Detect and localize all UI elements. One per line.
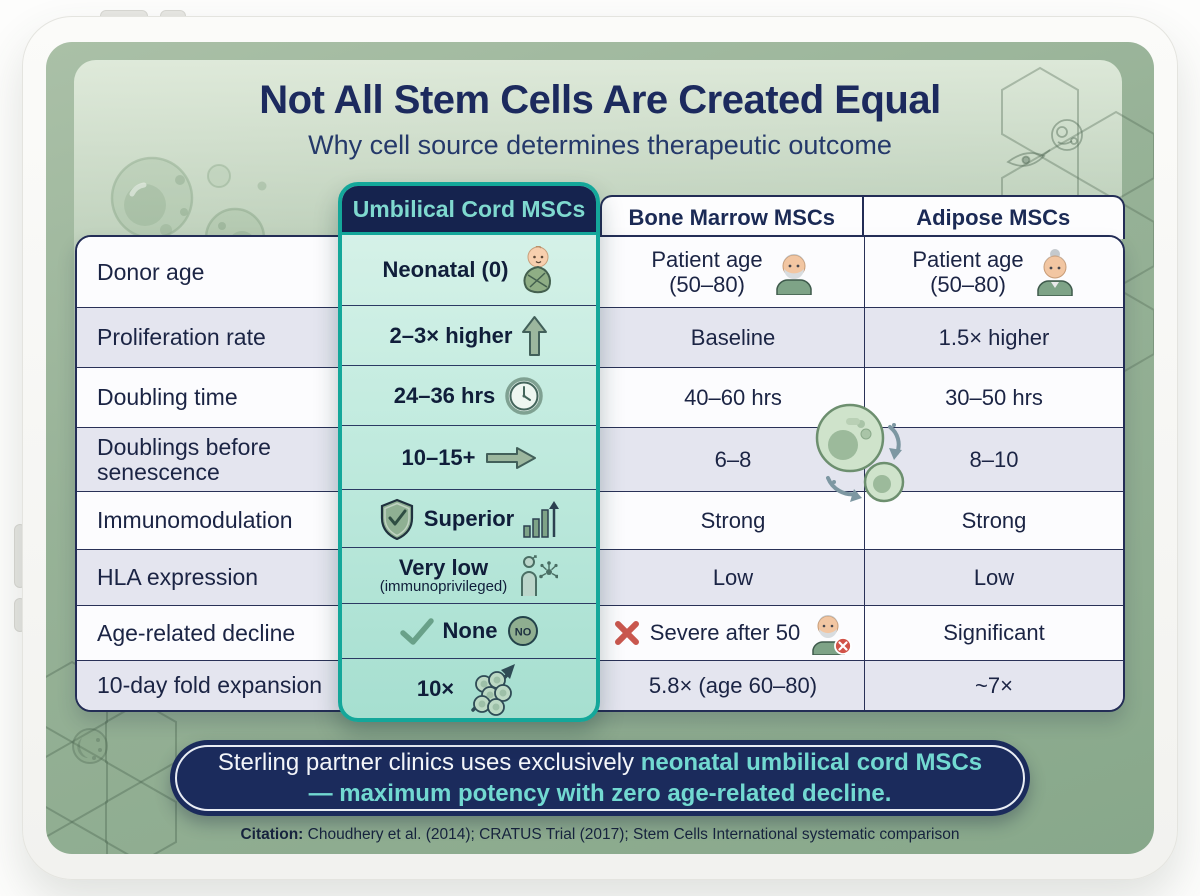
cell-ad-immunomodulation: Strong — [864, 492, 1123, 549]
page-title: Not All Stem Cells Are Created Equal — [259, 78, 941, 122]
shield-check-icon — [380, 498, 413, 540]
cell-uc-age-decline: None NO — [342, 603, 596, 658]
key-message-banner: Sterling partner clinics uses exclusivel… — [170, 740, 1030, 816]
cell-uc-doublings: 10–15+ — [342, 425, 596, 489]
elderly-man-x-icon — [812, 615, 853, 655]
column-header-adipose: Adipose MSCs — [861, 197, 1124, 239]
table-row-fold-expansion: 10-day fold expansion 5.8× (age 60–80) ~… — [77, 660, 1123, 710]
umbilical-cord-highlight-column: Umbilical Cord MSCs Neonatal (0) 2–3× hi… — [338, 182, 600, 722]
comparison-table: Donor age Patient age (50–80) Patient age… — [75, 235, 1125, 712]
dividing-cells-icon — [815, 403, 905, 503]
cell-bm-age-decline: Severe after 50 — [602, 606, 864, 660]
baby-icon — [523, 246, 552, 294]
row-label: 10-day fold expansion — [97, 672, 323, 699]
cell-ad-proliferation: 1.5× higher — [864, 308, 1123, 367]
cell-bm-immunomodulation: Strong — [700, 507, 766, 533]
check-mark-icon — [399, 617, 434, 645]
cell-ad-age-decline: Significant — [864, 606, 1123, 660]
table-header-band: Bone Marrow MSCs Adipose MSCs — [600, 195, 1125, 239]
page-subtitle: Why cell source determines therapeutic o… — [308, 130, 892, 160]
row-label: Age-related decline — [97, 619, 296, 646]
bar-chart-up-icon — [523, 500, 560, 538]
column-header-umbilical: Umbilical Cord MSCs — [342, 186, 596, 235]
citation-label: Citation: — [240, 826, 304, 843]
key-message-text: Sterling partner clinics uses exclusivel… — [175, 745, 1025, 811]
cell-bm-proliferation: Baseline — [690, 324, 776, 350]
cell-uc-fold-expansion: 10× — [342, 658, 596, 718]
arrow-right-icon — [485, 446, 536, 469]
table-row-hla: HLA expression Low Low — [77, 549, 1123, 605]
cell-ad-hla: Low — [864, 550, 1123, 605]
elderly-man-icon — [775, 254, 812, 295]
person-antigen-icon — [521, 554, 559, 596]
row-label: Doubling time — [97, 384, 238, 411]
row-label: HLA expression — [97, 564, 259, 591]
cell-uc-hla: Very low (immunoprivileged) — [342, 547, 596, 603]
table-row-donor-age: Donor age Patient age (50–80) Patient age… — [77, 237, 1123, 307]
column-header-bone-marrow: Bone Marrow MSCs — [628, 205, 836, 230]
cell-uc-donor-age: Neonatal (0) — [342, 235, 596, 305]
cell-bm-doublings: 6–8 — [714, 446, 752, 472]
cell-bm-doubling-time: 40–60 hrs — [684, 384, 782, 410]
row-label: Doublings before senescence — [97, 433, 271, 485]
citation-text: Choudhery et al. (2014); CRATUS Trial (2… — [303, 826, 960, 843]
elderly-woman-icon — [1036, 249, 1073, 296]
table-row-immunomodulation: Immunomodulation Strong Strong — [77, 491, 1123, 549]
cell-uc-immunomodulation: Superior — [342, 489, 596, 547]
clock-icon — [505, 376, 544, 415]
row-label: Proliferation rate — [97, 324, 266, 351]
cell-ad-donor-age: Patient age (50–80) — [864, 237, 1123, 307]
cell-ad-fold-expansion: ~7× — [864, 661, 1123, 710]
arrow-up-icon — [522, 315, 548, 356]
cell-uc-proliferation: 2–3× higher — [342, 305, 596, 365]
infographic-screen: Not All Stem Cells Are Created Equal Why… — [46, 42, 1154, 854]
table-row-doublings: Doublings before senescence 6–8 8–10 — [77, 427, 1123, 491]
table-row-age-decline: Age-related decline Severe after 50 — [77, 605, 1123, 660]
red-x-icon — [614, 621, 639, 645]
cell-cluster-arrow-icon — [471, 663, 516, 716]
cell-ad-doubling-time: 30–50 hrs — [864, 368, 1123, 427]
cell-bm-hla: Low — [712, 564, 754, 590]
row-label: Donor age — [97, 258, 205, 285]
cell-bm-fold-expansion: 5.8× (age 60–80) — [648, 672, 818, 698]
cell-uc-doubling-time: 24–36 hrs — [342, 365, 596, 425]
table-row-proliferation: Proliferation rate Baseline 1.5× higher — [77, 307, 1123, 367]
row-label: Immunomodulation — [97, 507, 293, 534]
cell-bm-donor-age: Patient age (50–80) — [602, 237, 864, 307]
svg-text:NO: NO — [514, 627, 531, 639]
no-badge-icon: NO — [507, 616, 538, 646]
citation: Citation: Choudhery et al. (2014); CRATU… — [46, 826, 1154, 844]
table-row-doubling-time: Doubling time 40–60 hrs 30–50 hrs — [77, 367, 1123, 427]
